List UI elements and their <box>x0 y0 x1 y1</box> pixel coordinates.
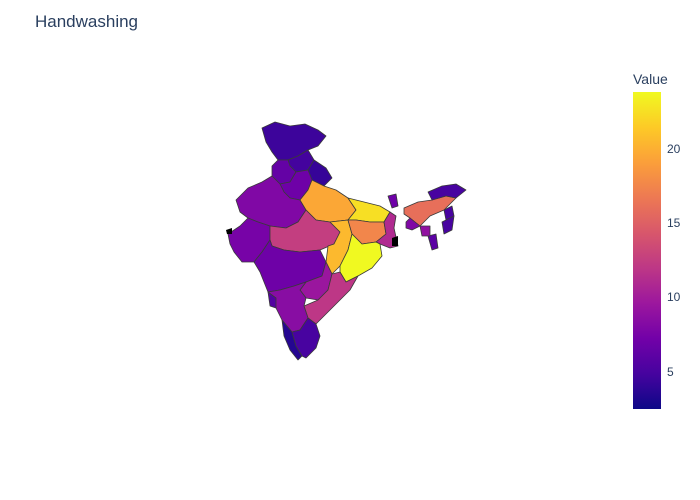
island-mark-west <box>226 228 232 234</box>
region-manipur[interactable]: Manipur <box>441 215 455 235</box>
island-mark-east <box>392 236 398 246</box>
colorbar <box>633 92 661 409</box>
region-tamil-nadu[interactable]: Tamil Nadu <box>291 317 321 359</box>
region-sikkim[interactable]: Sikkim <box>387 193 399 209</box>
region-odisha[interactable]: Odisha <box>339 233 383 283</box>
region-meghalaya[interactable]: Meghalaya <box>405 217 421 231</box>
chart-title: Handwashing <box>35 12 139 31</box>
region-mizoram[interactable]: Mizoram <box>427 233 439 251</box>
colorbar-tick-15: 15 <box>667 215 681 230</box>
colorbar-title: Value <box>633 71 668 87</box>
colorbar-tick-20: 20 <box>667 141 681 156</box>
region-arunachal-pradesh[interactable]: Arunachal Pradesh <box>427 183 467 201</box>
region-jammu-and-kashmir[interactable]: Jammu and Kashmir <box>261 121 327 161</box>
region-tripura[interactable]: Tripura <box>419 225 431 237</box>
region-goa[interactable]: Goa <box>267 291 277 309</box>
colorbar-tick-5: 5 <box>667 364 674 379</box>
colorbar-tick-10: 10 <box>667 290 681 305</box>
